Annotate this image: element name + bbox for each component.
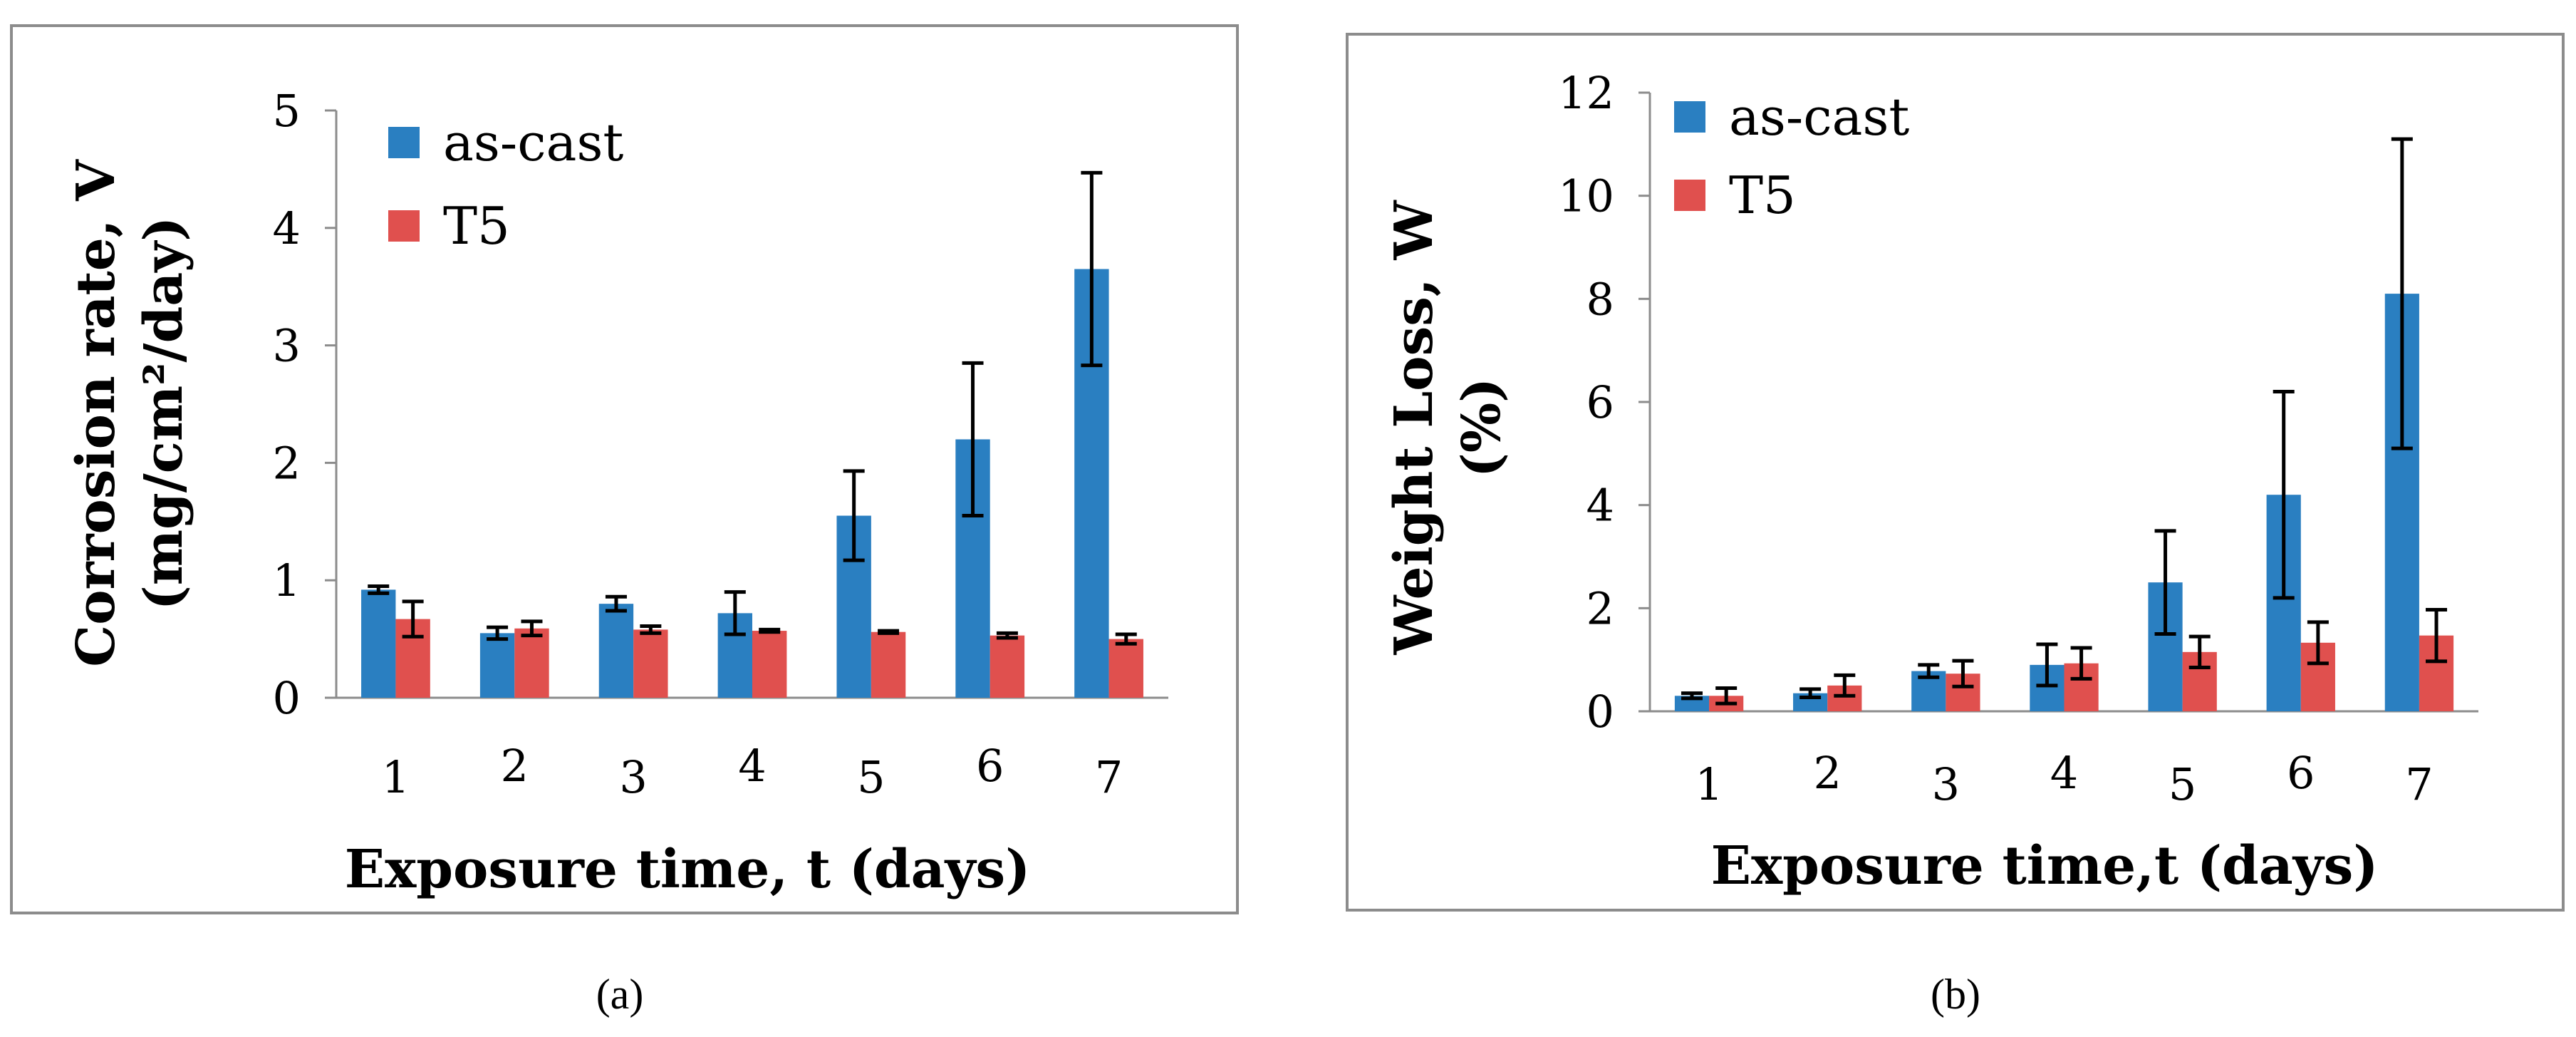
- x-tick-label: 6: [2287, 747, 2315, 799]
- x-tick-label: 7: [2405, 758, 2433, 810]
- y-tick-label: 1: [273, 554, 301, 607]
- error-bar: [521, 619, 543, 638]
- error-bar: [2036, 642, 2058, 688]
- y-tick-label: 5: [273, 85, 301, 137]
- panel-a-frame: [10, 24, 1239, 914]
- error-bar: [962, 361, 984, 518]
- legend-label-t5-a: T5: [443, 196, 510, 256]
- bar-t5-5: [871, 631, 906, 698]
- caption-a: (a): [596, 971, 644, 1018]
- error-bar: [487, 625, 509, 641]
- error-bar: [2426, 608, 2448, 664]
- error-bar: [1918, 663, 1940, 679]
- error-bar: [368, 584, 390, 595]
- y-tick-label: 6: [1586, 376, 1614, 428]
- error-bar: [1115, 632, 1137, 646]
- y-tick-label: 2: [273, 437, 301, 489]
- x-axis-title-b: Exposure time,t (days): [1711, 835, 2379, 897]
- error-bar: [996, 631, 1018, 640]
- legend-a: as-cast T5: [388, 113, 623, 256]
- error-bar: [2273, 390, 2295, 600]
- x-tick-label: 2: [501, 740, 529, 792]
- legend-swatch-t5-a: [388, 210, 420, 242]
- error-bar: [1834, 673, 1856, 698]
- y-tick-label: 8: [1586, 273, 1614, 325]
- error-bar: [759, 627, 781, 634]
- legend-label-as-cast-b: as-cast: [1729, 87, 1909, 147]
- y-tick-label: 4: [273, 202, 301, 254]
- x-tick-label: 7: [1095, 751, 1123, 803]
- y-axis-title-b-line1: Weight Loss, W: [1383, 200, 1445, 656]
- error-bar: [878, 629, 900, 635]
- x-tick-label: 4: [2050, 747, 2078, 799]
- y-tick-label: 4: [1586, 480, 1614, 532]
- error-bar: [2391, 137, 2413, 450]
- x-tick-label: 2: [1813, 747, 1841, 799]
- legend-swatch-t5-b: [1674, 180, 1705, 211]
- caption-b: (b): [1931, 971, 1980, 1018]
- error-bar: [1799, 687, 1822, 699]
- bar-t5-7: [1108, 639, 1143, 698]
- error-bar: [1952, 659, 1974, 688]
- error-bar: [2070, 646, 2092, 681]
- error-bar: [1715, 686, 1738, 706]
- error-bar: [402, 599, 424, 639]
- legend-label-as-cast-a: as-cast: [443, 113, 623, 172]
- y-tick-label: 3: [273, 320, 301, 372]
- error-bar: [724, 590, 746, 636]
- legend-b: as-cast T5: [1674, 87, 1909, 225]
- error-bar: [2154, 529, 2176, 636]
- x-tick-label: 6: [976, 740, 1004, 792]
- error-bar: [1681, 691, 1703, 701]
- x-tick-label: 5: [2169, 758, 2196, 810]
- x-tick-label: 1: [382, 751, 410, 803]
- y-axis-title-a-line2: (mg/cm²/day): [133, 217, 194, 611]
- legend-swatch-as-cast-a: [388, 127, 420, 158]
- bar-as-cast-2: [479, 633, 515, 698]
- plot-area-a: 0 1 2 3 4 5 1 2 3 4 5 6 7: [273, 85, 1168, 803]
- bar-t5-6: [990, 635, 1025, 698]
- chart-panel-a: 0 1 2 3 4 5 1 2 3 4 5 6 7 Exposure time, t (days) Co…: [10, 24, 1239, 914]
- bar-t5-2: [514, 628, 549, 698]
- y-axis-title-b-line2: (%): [1451, 378, 1512, 478]
- x-tick-label: 4: [738, 740, 766, 792]
- error-bar: [605, 594, 627, 613]
- y-tick-label: 0: [1586, 686, 1614, 738]
- y-tick-label: 2: [1586, 582, 1614, 634]
- y-tick-label: 10: [1558, 170, 1614, 222]
- error-bar: [640, 624, 662, 635]
- legend-swatch-as-cast-b: [1674, 101, 1705, 133]
- legend-label-t5-b: T5: [1729, 165, 1796, 225]
- error-bar: [843, 469, 865, 562]
- y-axis-title-a-line1: Corrosion rate, V: [66, 159, 127, 667]
- x-tick-label: 1: [1695, 758, 1723, 810]
- error-bar: [2188, 634, 2211, 670]
- x-tick-label: 3: [619, 751, 647, 803]
- y-tick-label: 12: [1558, 67, 1614, 119]
- bar-t5-3: [633, 629, 668, 698]
- x-axis-title-a: Exposure time, t (days): [345, 839, 1030, 900]
- error-bar: [2307, 620, 2329, 666]
- x-tick-label: 5: [857, 751, 885, 803]
- error-bar: [1081, 170, 1103, 368]
- bar-as-cast-3: [598, 604, 634, 698]
- y-tick-label: 0: [273, 672, 301, 724]
- x-tick-label: 3: [1932, 758, 1960, 810]
- bar-t5-4: [752, 631, 787, 698]
- bar-as-cast-1: [361, 589, 396, 698]
- panel-b-frame: [1346, 33, 2565, 912]
